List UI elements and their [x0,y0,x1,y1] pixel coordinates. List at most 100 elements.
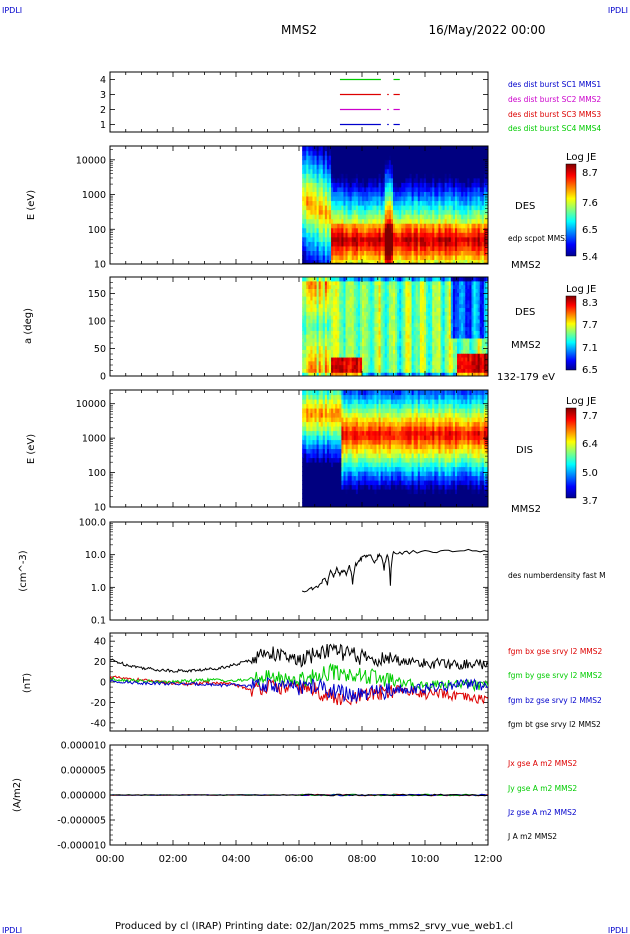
des-pitch-cell [302,296,305,301]
des-pitch-cell [312,341,316,347]
des-pitch-cell [397,345,400,350]
des-energy-cell [316,254,320,261]
des-pitch-cell [355,334,359,339]
des-pitch-cell [407,337,411,343]
des-pitch-cell [322,288,326,293]
des-energy-cell [378,150,382,156]
des-energy-cell [411,232,415,238]
des-energy-cell [328,218,332,224]
des-pitch-cell [374,318,378,324]
des-pitch-cell [399,299,402,305]
corner-tag-top-left: IPDLI [2,6,22,15]
des-pitch-cell [428,353,431,358]
des-pitch-cell [310,284,314,290]
des-pitch-cell [471,349,475,354]
des-energy-cell [457,209,460,215]
des-pitch-cell [409,356,413,362]
des-energy-cell [448,205,452,211]
des-energy-cell [483,259,487,264]
des-energy-cell [475,259,479,264]
des-pitch-cell [450,318,454,324]
des-pitch-cell [469,345,473,350]
des-energy-cell [401,232,404,238]
des-energy-cell [393,173,396,179]
des-pitch-cell [407,349,411,354]
des-energy-cell [318,159,322,165]
des-pitch-cell [326,337,330,343]
des-pitch-cell [386,341,390,347]
des-pitch-cell [382,280,386,286]
des-energy-cell [409,155,413,161]
des-pitch-cell [475,345,479,350]
des-energy-cell [399,182,402,188]
des-energy-cell [481,254,485,261]
des-pitch-cell [463,341,466,347]
des-energy-cell [419,155,423,161]
des-pitch-cell [357,349,361,354]
des-energy-cell [423,209,427,215]
des-pitch-cell [386,326,390,331]
des-pitch-cell [405,337,409,343]
des-pitch-cell [304,299,307,305]
des-pitch-cell [302,353,305,358]
des-energy-cell [426,195,429,202]
des-energy-cell [324,186,328,192]
des-pitch-cell [467,303,471,309]
des-energy-cell [345,173,349,179]
des-energy-cell [364,168,367,174]
des-energy-cell [333,195,336,202]
des-energy-cell [382,159,386,165]
des-pitch-cell [306,284,309,290]
des-energy-cell [393,182,396,188]
des-pitch-cell [390,277,394,282]
des-pitch-cell [351,334,355,339]
des-energy-cell [382,168,386,174]
des-energy-cell [393,191,396,197]
des-energy-cell [413,146,417,152]
des-pitch-cell [314,330,318,335]
des-energy-cell [465,236,468,242]
des-pitch-cell [333,353,336,358]
des-pitch-cell [304,368,307,373]
des-energy-cell [341,250,345,256]
des-energy-cell [347,241,351,247]
des-energy-cell [485,177,488,183]
des-pitch-cell [331,353,334,358]
legend-burst-sc2: des dist burst SC2 MMS2 [508,95,601,104]
des-energy-cell [314,159,318,165]
des-pitch-cell [467,311,471,316]
des-energy-cell [457,164,460,170]
des-pitch-cell [426,311,429,316]
des-pitch-cell [450,341,454,347]
des-energy-cell [434,227,437,233]
des-energy-cell [304,173,307,179]
des-pitch-cell [364,334,367,339]
des-energy-cell [440,218,444,224]
des-energy-cell [386,164,390,170]
des-energy-cell [312,173,316,179]
des-pitch-cell [386,360,390,366]
des-pitch-cell [473,337,477,343]
des-pitch-cell [415,277,419,282]
des-pitch-cell [459,303,462,309]
des-pitch-cell [366,315,369,320]
des-pitch-cell [384,280,388,286]
des-energy-cell [370,177,373,183]
des-energy-cb-tick: 8.7 [582,168,598,179]
des-energy-cell [459,200,462,206]
des-pitch-cell [411,341,415,347]
des-pitch-cell [397,349,400,354]
des-pitch-cell [477,322,481,328]
des-pitch-cell [413,345,417,350]
des-energy-cell [403,177,406,183]
des-energy-cell [304,168,307,174]
des-pitch-cell [343,288,347,293]
des-energy-cell [457,195,460,202]
des-pitch-cell [310,372,314,376]
des-energy-cell [413,191,417,197]
des-pitch-cell [316,326,320,331]
des-energy-cell [380,164,384,170]
des-energy-cell [446,254,450,261]
des-pitch-cell [326,277,330,282]
des-energy-cell [320,164,324,170]
